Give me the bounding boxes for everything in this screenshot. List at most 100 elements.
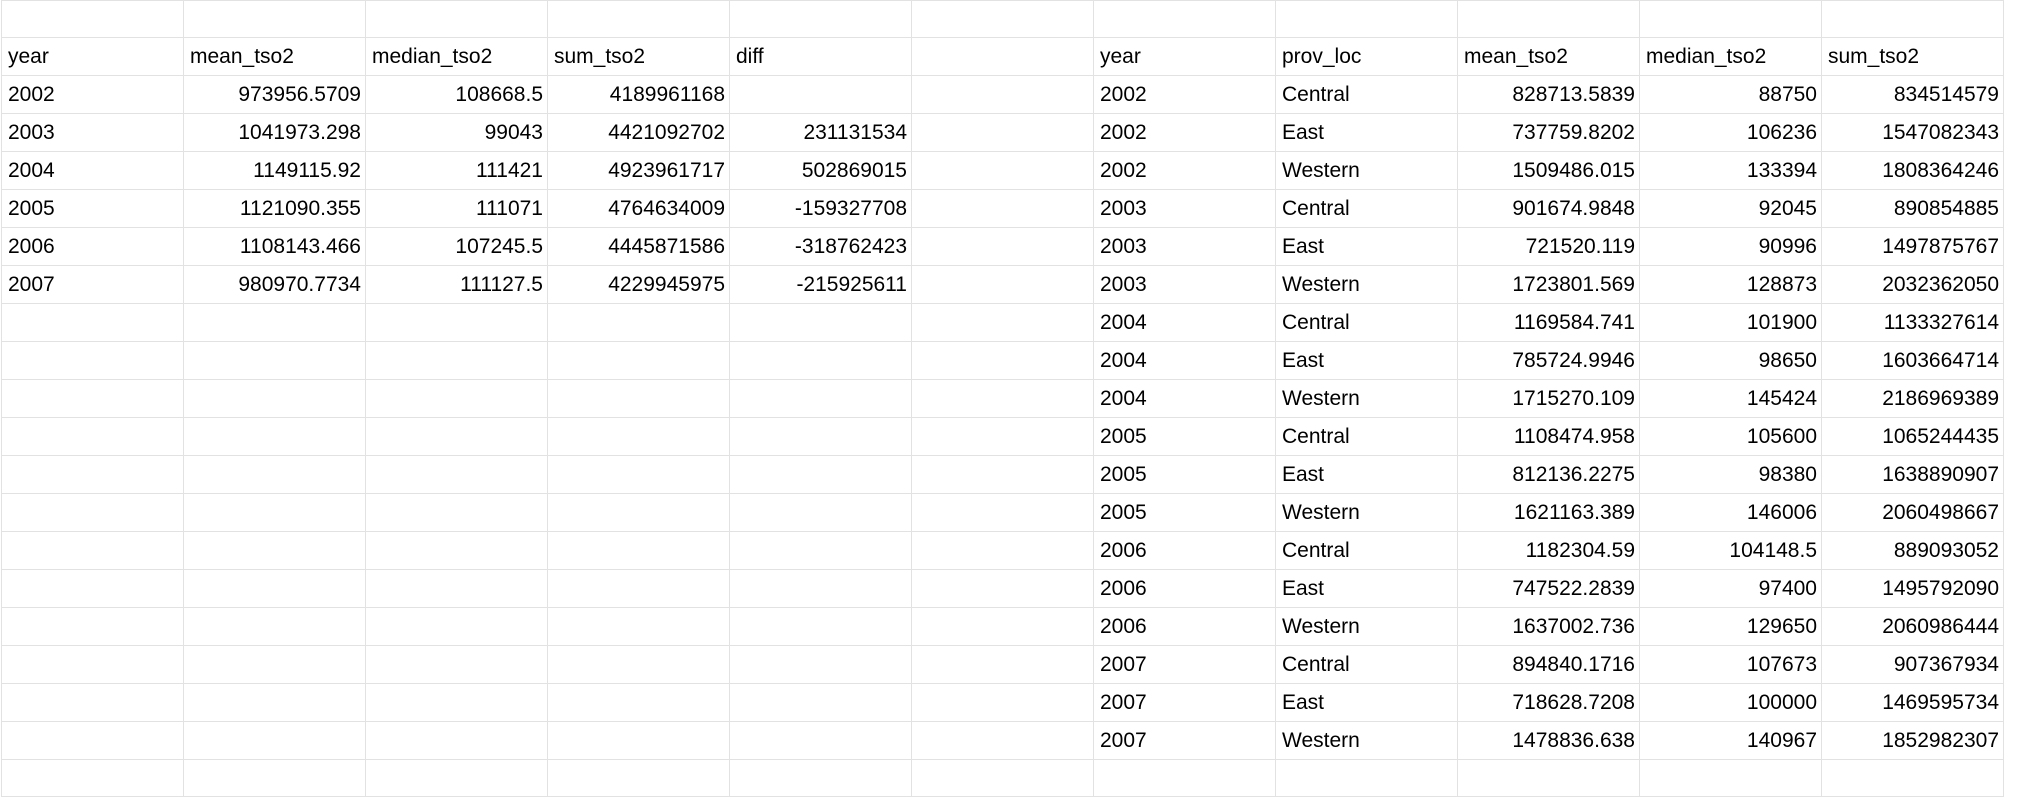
empty-cell[interactable] [1821, 0, 2004, 38]
right-data-cell[interactable]: 1182304.59 [1457, 531, 1640, 570]
right-data-cell[interactable]: Western [1275, 379, 1458, 418]
empty-cell[interactable] [547, 683, 730, 722]
left-header-cell[interactable]: mean_tso2 [183, 37, 366, 76]
empty-cell[interactable] [1, 379, 184, 418]
empty-cell[interactable] [911, 721, 1094, 760]
right-data-cell[interactable]: 1133327614 [1821, 303, 2004, 342]
empty-cell[interactable] [1457, 0, 1640, 38]
right-data-cell[interactable]: 894840.1716 [1457, 645, 1640, 684]
right-data-cell[interactable]: 2006 [1093, 569, 1276, 608]
empty-cell[interactable] [729, 417, 912, 456]
empty-cell[interactable] [729, 493, 912, 532]
right-data-cell[interactable]: 834514579 [1821, 75, 2004, 114]
right-data-cell[interactable]: 2002 [1093, 75, 1276, 114]
right-data-cell[interactable]: 128873 [1639, 265, 1822, 304]
right-data-cell[interactable]: Western [1275, 265, 1458, 304]
right-data-cell[interactable]: East [1275, 227, 1458, 266]
right-data-cell[interactable]: 1169584.741 [1457, 303, 1640, 342]
right-data-cell[interactable]: 105600 [1639, 417, 1822, 456]
left-data-cell[interactable]: 111127.5 [365, 265, 548, 304]
empty-cell[interactable] [1821, 759, 2004, 797]
right-data-cell[interactable]: 1497875767 [1821, 227, 2004, 266]
right-header-cell[interactable]: mean_tso2 [1457, 37, 1640, 76]
right-data-cell[interactable]: Central [1275, 645, 1458, 684]
right-data-cell[interactable]: East [1275, 113, 1458, 152]
right-data-cell[interactable]: 97400 [1639, 569, 1822, 608]
right-data-cell[interactable]: 101900 [1639, 303, 1822, 342]
left-data-cell[interactable]: 2007 [1, 265, 184, 304]
left-data-cell[interactable]: 1149115.92 [183, 151, 366, 190]
empty-cell[interactable] [729, 683, 912, 722]
right-data-cell[interactable]: 828713.5839 [1457, 75, 1640, 114]
right-data-cell[interactable]: Central [1275, 531, 1458, 570]
right-data-cell[interactable]: Central [1275, 189, 1458, 228]
empty-cell[interactable] [1, 341, 184, 380]
empty-cell[interactable] [1275, 0, 1458, 38]
left-data-cell[interactable]: 502869015 [729, 151, 912, 190]
empty-cell[interactable] [1639, 0, 1822, 38]
empty-cell[interactable] [1, 645, 184, 684]
empty-cell[interactable] [911, 265, 1094, 304]
empty-cell[interactable] [547, 303, 730, 342]
right-data-cell[interactable]: Central [1275, 417, 1458, 456]
empty-cell[interactable] [365, 417, 548, 456]
left-header-cell[interactable]: year [1, 37, 184, 76]
empty-cell[interactable] [365, 0, 548, 38]
right-data-cell[interactable]: 907367934 [1821, 645, 2004, 684]
right-data-cell[interactable]: 106236 [1639, 113, 1822, 152]
empty-cell[interactable] [1, 569, 184, 608]
right-data-cell[interactable]: East [1275, 455, 1458, 494]
right-data-cell[interactable]: East [1275, 569, 1458, 608]
right-data-cell[interactable]: 1478836.638 [1457, 721, 1640, 760]
right-data-cell[interactable]: 100000 [1639, 683, 1822, 722]
left-data-cell[interactable]: 111071 [365, 189, 548, 228]
left-data-cell[interactable]: -318762423 [729, 227, 912, 266]
empty-cell[interactable] [365, 721, 548, 760]
empty-cell[interactable] [729, 341, 912, 380]
right-header-cell[interactable]: sum_tso2 [1821, 37, 2004, 76]
right-data-cell[interactable]: 92045 [1639, 189, 1822, 228]
left-data-cell[interactable]: 4764634009 [547, 189, 730, 228]
empty-cell[interactable] [365, 341, 548, 380]
empty-cell[interactable] [547, 455, 730, 494]
right-data-cell[interactable]: 889093052 [1821, 531, 2004, 570]
empty-cell[interactable] [1639, 759, 1822, 797]
empty-cell[interactable] [183, 607, 366, 646]
right-data-cell[interactable]: East [1275, 683, 1458, 722]
empty-cell[interactable] [729, 607, 912, 646]
empty-cell[interactable] [911, 531, 1094, 570]
right-data-cell[interactable]: 129650 [1639, 607, 1822, 646]
empty-cell[interactable] [1093, 759, 1276, 797]
empty-cell[interactable] [1, 759, 184, 797]
right-data-cell[interactable]: 1723801.569 [1457, 265, 1640, 304]
right-data-cell[interactable]: 2007 [1093, 645, 1276, 684]
empty-cell[interactable] [911, 607, 1094, 646]
empty-cell[interactable] [547, 645, 730, 684]
empty-cell[interactable] [729, 569, 912, 608]
empty-cell[interactable] [183, 303, 366, 342]
right-data-cell[interactable]: Central [1275, 75, 1458, 114]
empty-cell[interactable] [1, 531, 184, 570]
right-data-cell[interactable]: 133394 [1639, 151, 1822, 190]
empty-cell[interactable] [547, 417, 730, 456]
right-data-cell[interactable]: 1621163.389 [1457, 493, 1640, 532]
right-data-cell[interactable]: 2060986444 [1821, 607, 2004, 646]
empty-cell[interactable] [547, 721, 730, 760]
empty-cell[interactable] [183, 721, 366, 760]
right-data-cell[interactable]: 2003 [1093, 227, 1276, 266]
empty-cell[interactable] [1, 303, 184, 342]
empty-cell[interactable] [183, 759, 366, 797]
right-data-cell[interactable]: 1509486.015 [1457, 151, 1640, 190]
right-data-cell[interactable]: 2006 [1093, 531, 1276, 570]
right-data-cell[interactable]: 785724.9946 [1457, 341, 1640, 380]
empty-cell[interactable] [547, 493, 730, 532]
empty-cell[interactable] [183, 683, 366, 722]
right-data-cell[interactable]: 1637002.736 [1457, 607, 1640, 646]
right-data-cell[interactable]: 1852982307 [1821, 721, 2004, 760]
left-data-cell[interactable]: 99043 [365, 113, 548, 152]
left-data-cell[interactable]: 1108143.466 [183, 227, 366, 266]
right-data-cell[interactable]: 747522.2839 [1457, 569, 1640, 608]
empty-cell[interactable] [1, 455, 184, 494]
right-data-cell[interactable]: 2007 [1093, 721, 1276, 760]
empty-cell[interactable] [911, 189, 1094, 228]
